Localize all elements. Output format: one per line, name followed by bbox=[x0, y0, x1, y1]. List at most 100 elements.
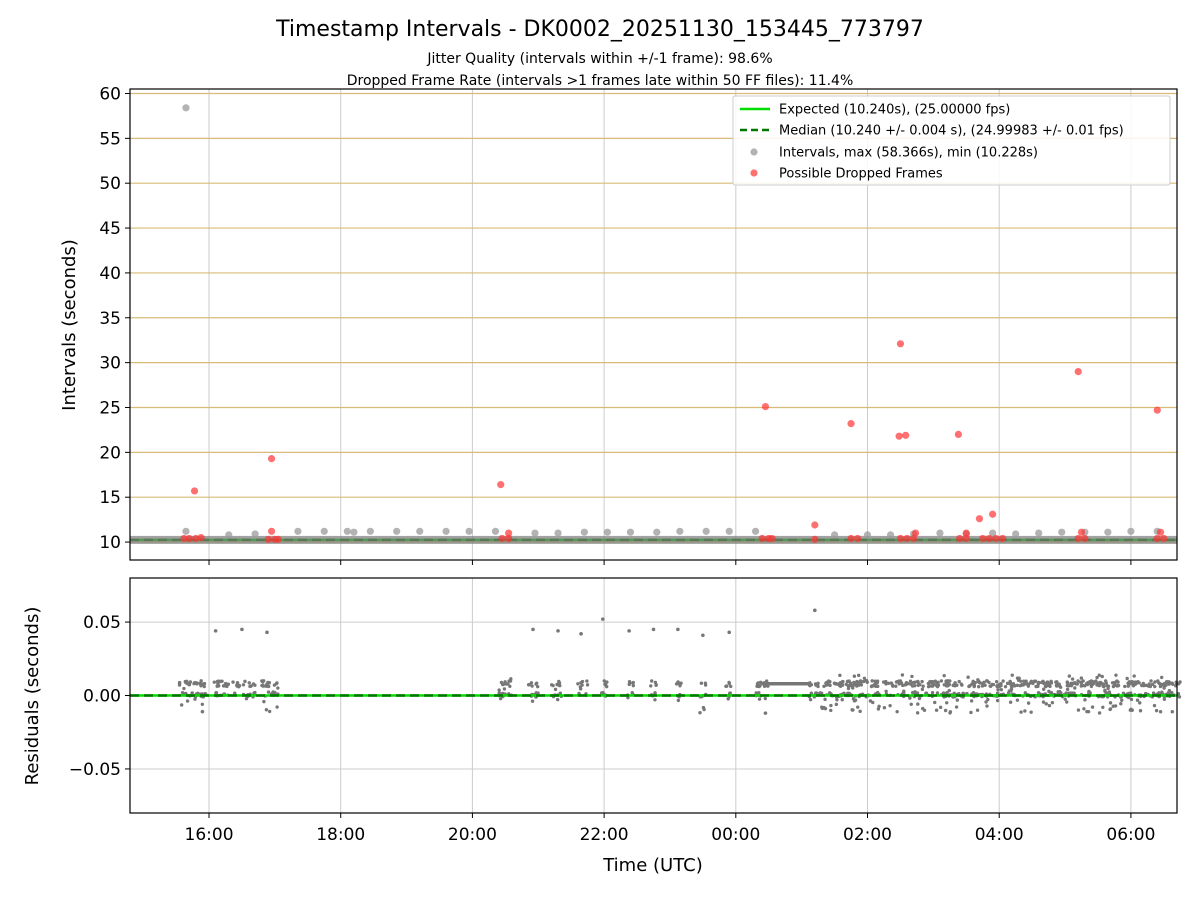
dropped-frame-point bbox=[274, 535, 282, 543]
residual-point bbox=[212, 680, 217, 684]
interval-point bbox=[1104, 528, 1112, 536]
residual-point bbox=[916, 680, 920, 684]
residual-point bbox=[1054, 680, 1058, 684]
residual-point bbox=[832, 681, 837, 685]
interval-point bbox=[294, 527, 302, 535]
intervals-x-ticks bbox=[208, 560, 1132, 565]
residual-point bbox=[957, 679, 961, 684]
residual-point bbox=[970, 682, 974, 686]
residual-point bbox=[1133, 682, 1138, 686]
x-tick-label: 22:00 bbox=[580, 825, 629, 845]
residual-point bbox=[976, 685, 981, 689]
dropped-frame-point bbox=[847, 534, 855, 543]
residual-point bbox=[653, 691, 657, 695]
residual-point bbox=[177, 681, 182, 686]
interval-point bbox=[1058, 528, 1066, 536]
residual-point bbox=[922, 708, 927, 713]
residual-point bbox=[758, 684, 762, 688]
residual-point bbox=[884, 689, 888, 694]
residual-point bbox=[855, 684, 859, 688]
residual-point bbox=[886, 681, 891, 685]
dropped-frame-point bbox=[811, 521, 819, 529]
residual-point bbox=[894, 684, 898, 688]
residual-point bbox=[699, 681, 704, 685]
residual-point bbox=[829, 708, 833, 713]
residual-point bbox=[870, 679, 874, 683]
residual-point bbox=[908, 696, 912, 700]
x-tick-label: 00:00 bbox=[711, 825, 760, 845]
residual-point bbox=[840, 698, 844, 702]
dropped-frame-point bbox=[975, 515, 984, 523]
residual-point bbox=[1058, 685, 1063, 689]
residual-point bbox=[934, 708, 939, 712]
residual-point bbox=[248, 684, 252, 689]
residual-point bbox=[1160, 675, 1164, 680]
residual-point bbox=[862, 679, 866, 684]
residual-point bbox=[265, 682, 269, 686]
residual-point bbox=[1076, 708, 1081, 712]
residual-point bbox=[1043, 684, 1048, 688]
residual-point bbox=[858, 709, 862, 714]
residual-point bbox=[1047, 703, 1052, 708]
legend-expected-label: Expected (10.240s), (25.00000 fps) bbox=[779, 103, 1010, 118]
residual-point bbox=[202, 681, 207, 686]
residual-point bbox=[578, 687, 583, 691]
residual-point bbox=[530, 699, 535, 703]
residual-point bbox=[868, 699, 873, 703]
residual-point bbox=[1010, 673, 1014, 677]
residual-point bbox=[856, 705, 860, 709]
residual-point bbox=[678, 684, 682, 688]
residual-point bbox=[627, 680, 632, 684]
residual-point bbox=[1132, 674, 1136, 678]
residual-point bbox=[1015, 698, 1020, 702]
legend-dropped-label: Possible Dropped Frames bbox=[779, 167, 943, 182]
residual-point bbox=[1119, 702, 1123, 706]
residual-point bbox=[809, 691, 814, 695]
residual-point bbox=[859, 683, 864, 687]
residual-point bbox=[1047, 689, 1051, 694]
residual-point bbox=[754, 691, 758, 695]
dropped-frame-point bbox=[979, 534, 987, 543]
residual-point bbox=[1108, 701, 1113, 705]
residual-point bbox=[834, 702, 839, 707]
residual-point bbox=[1125, 676, 1129, 681]
intervals-y-tick-label: 55 bbox=[99, 129, 121, 149]
interval-point bbox=[1035, 529, 1043, 537]
residual-point bbox=[198, 682, 203, 686]
residual-point bbox=[553, 687, 558, 692]
x-tick-label: 02:00 bbox=[843, 825, 892, 845]
residual-point bbox=[215, 684, 219, 688]
residual-point bbox=[1129, 691, 1133, 695]
residual-point bbox=[1097, 673, 1101, 677]
residual-outlier-point bbox=[763, 711, 768, 715]
residual-point bbox=[945, 684, 949, 688]
residual-point bbox=[1063, 697, 1067, 701]
dropped-frame-points bbox=[180, 340, 1168, 543]
residual-point bbox=[580, 679, 585, 684]
residual-point bbox=[1024, 682, 1028, 686]
interval-point bbox=[725, 527, 733, 535]
chart-subtitle-dropped: Dropped Frame Rate (intervals >1 frames … bbox=[347, 73, 854, 89]
dropped-frame-point bbox=[498, 534, 506, 543]
residual-point bbox=[653, 698, 657, 702]
residual-point bbox=[1103, 679, 1108, 683]
residual-point bbox=[960, 683, 964, 687]
residual-outlier-point bbox=[579, 632, 583, 636]
residual-point bbox=[942, 673, 946, 678]
residual-point bbox=[626, 695, 630, 700]
residual-point bbox=[814, 683, 818, 687]
residual-point bbox=[1017, 676, 1021, 680]
residual-point bbox=[840, 683, 845, 687]
interval-point bbox=[751, 527, 760, 535]
residual-point bbox=[869, 684, 874, 688]
residual-point bbox=[698, 711, 702, 715]
dropped-frame-point bbox=[1074, 534, 1082, 543]
residual-point bbox=[558, 691, 563, 695]
residual-point bbox=[827, 691, 832, 695]
residual-point bbox=[846, 684, 850, 688]
residual-point bbox=[917, 696, 922, 701]
residual-point bbox=[975, 708, 980, 712]
residual-point bbox=[865, 679, 869, 683]
residual-point bbox=[967, 684, 971, 689]
residual-point bbox=[916, 683, 920, 687]
